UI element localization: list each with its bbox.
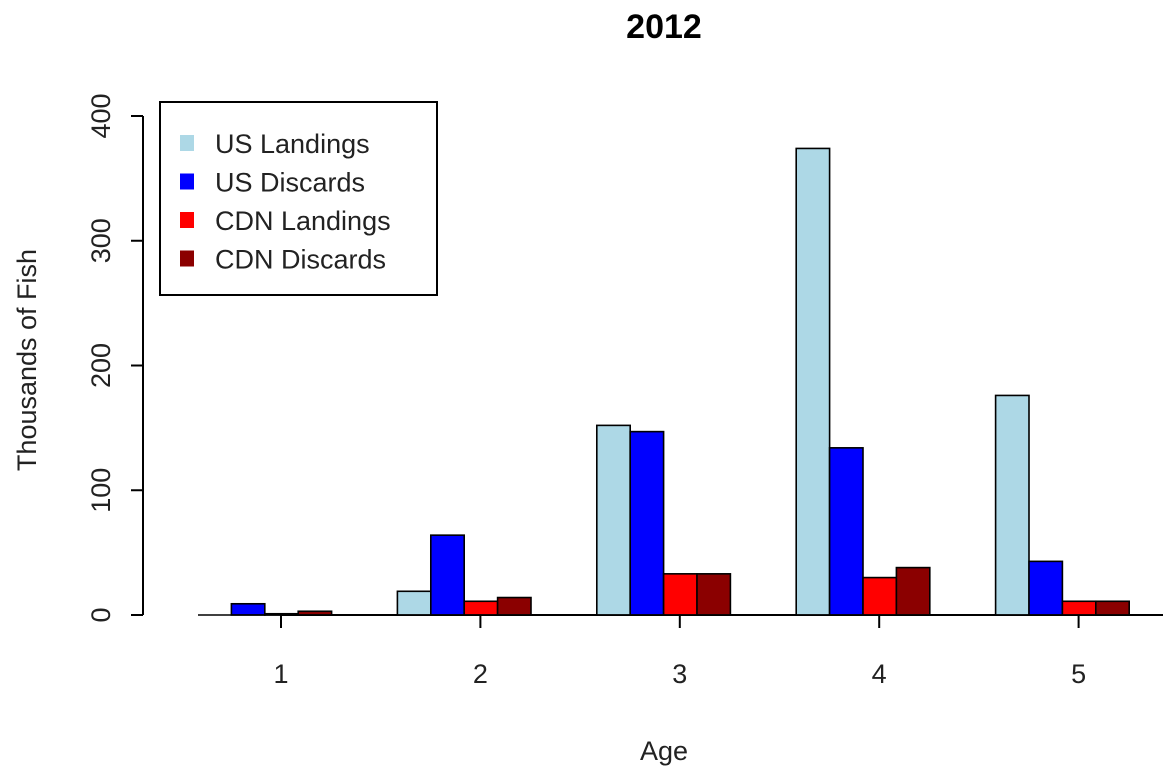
legend-swatch xyxy=(180,173,194,190)
legend-label: US Landings xyxy=(215,129,370,159)
x-axis: 123456+ xyxy=(273,614,1163,689)
bars xyxy=(198,147,1163,616)
legend-box xyxy=(159,101,438,296)
y-tick-label: 100 xyxy=(86,468,116,513)
x-axis-label: Age xyxy=(640,736,688,766)
y-tick-label: 200 xyxy=(86,343,116,388)
bar-us-discards-4 xyxy=(828,447,864,616)
x-tick-label: 2 xyxy=(473,659,488,689)
x-tick-label: 3 xyxy=(672,659,687,689)
legend-label: US Discards xyxy=(215,168,365,198)
bar-us-discards-1 xyxy=(230,602,266,616)
bar-cdn-discards-2 xyxy=(496,596,532,616)
bar-cdn-landings-2 xyxy=(463,600,499,616)
y-tick-label: 400 xyxy=(86,93,116,138)
bar-us-discards-5 xyxy=(1028,560,1064,616)
bar-us-discards-3 xyxy=(629,430,665,616)
bar-cdn-landings-4 xyxy=(862,576,898,616)
chart-title: 2012 xyxy=(626,8,702,46)
x-tick-label: 4 xyxy=(872,659,887,689)
y-tick-label: 0 xyxy=(86,607,116,622)
bar-us-discards-2 xyxy=(429,534,465,616)
legend-swatch xyxy=(180,135,194,151)
legend: US Landings US Discards CDN Landings CDN Di… xyxy=(159,101,438,296)
bar-us-landings-2 xyxy=(396,590,432,616)
x-tick-label: 1 xyxy=(273,659,288,689)
bar-cdn-landings-3 xyxy=(662,573,698,616)
bar-cdn-landings-5 xyxy=(1061,600,1097,616)
bar-cdn-discards-5 xyxy=(1095,600,1131,616)
bar-cdn-discards-3 xyxy=(696,573,732,616)
y-tick-label: 300 xyxy=(86,218,116,263)
legend-swatch xyxy=(180,212,194,228)
bar-us-landings-5 xyxy=(994,394,1030,616)
legend-label: CDN Landings xyxy=(215,206,391,236)
y-axis: 0 100 200 300 400 xyxy=(86,93,144,623)
x-tick-label: 5 xyxy=(1071,659,1086,689)
y-axis-label: Thousands of Fish xyxy=(12,249,42,471)
bar-cdn-discards-4 xyxy=(895,566,931,616)
bar-us-landings-4 xyxy=(795,147,831,616)
legend-label: CDN Discards xyxy=(215,245,386,275)
legend-swatch xyxy=(180,250,194,267)
bar-us-landings-3 xyxy=(595,424,631,616)
